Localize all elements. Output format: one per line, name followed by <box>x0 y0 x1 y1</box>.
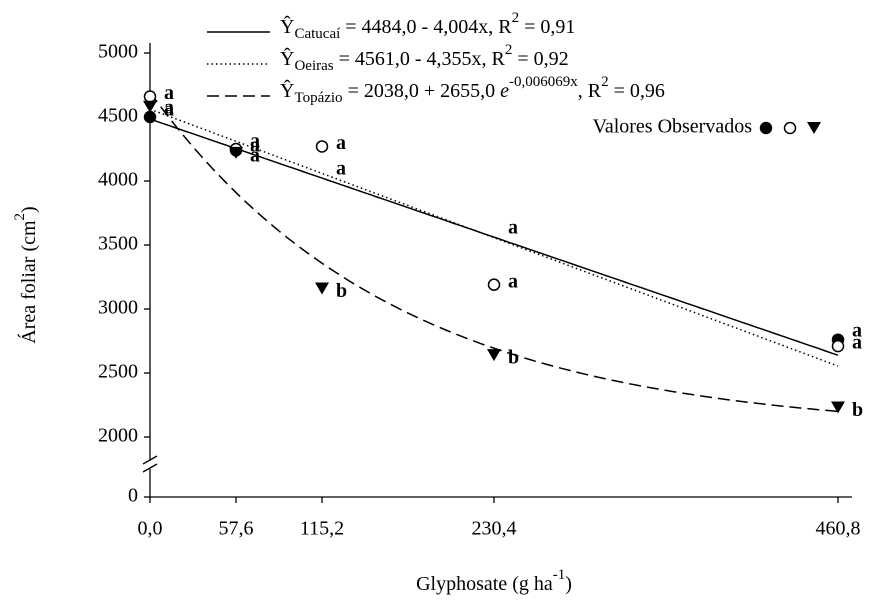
legend-equation-part: e <box>500 80 509 102</box>
x-axis-label-part: -1 <box>553 567 566 583</box>
legend-equation: ŶOeiras = 4561,0 - 4,355x, R2 = 0,92 <box>280 42 569 74</box>
y-tick-label: 0 <box>128 485 138 507</box>
legend-equation-part: Ŷ <box>280 79 294 102</box>
y-axis-label-part: Área foliar (cm <box>17 220 40 344</box>
marker-circle <box>831 339 845 353</box>
significance-letter: a <box>250 144 260 166</box>
legend-equation-part: = 2038,0 + 2655,0 <box>343 80 501 102</box>
legend-equation-part: Topázio <box>294 90 342 106</box>
marker-triangle <box>143 100 157 113</box>
y-axis-label-part: ) <box>18 206 40 213</box>
y-tick-label: 2500 <box>98 361 138 383</box>
significance-letter: b <box>852 399 863 421</box>
x-tick-label: 460,8 <box>816 518 861 540</box>
legend-equation-part: = 0,96 <box>609 80 665 102</box>
marker-triangle <box>487 349 501 362</box>
marker-circle <box>143 90 157 103</box>
significance-letter: a <box>852 332 862 354</box>
marker-triangle <box>807 122 821 134</box>
y-tick-label: 5000 <box>98 41 138 63</box>
legend-equation-part: = 0,91 <box>519 16 575 38</box>
significance-letter: a <box>164 98 174 120</box>
significance-letter: a <box>250 135 260 157</box>
legend-equation-part: Ŷ <box>280 15 294 38</box>
marker-circle <box>143 110 157 124</box>
significance-letter: a <box>336 132 346 154</box>
y-tick-label: 3000 <box>98 297 138 319</box>
axis-break <box>142 463 158 473</box>
marker-triangle <box>315 282 329 295</box>
y-axis-label: Área foliar (cm2) <box>12 206 39 343</box>
legend-equation-part: 2 <box>512 10 520 26</box>
marker-triangle <box>831 401 845 414</box>
legend-equation-part: = 4561,0 - 4,355x, R <box>334 48 506 70</box>
x-tick-label: 230,4 <box>472 518 517 540</box>
fit-line <box>149 108 839 367</box>
x-tick-label: 0,0 <box>138 518 163 540</box>
significance-letter: a <box>508 270 518 292</box>
y-tick-label: 4000 <box>98 169 138 191</box>
marker-circle <box>759 121 773 135</box>
y-tick-label: 2000 <box>98 425 138 447</box>
marker-circle <box>315 140 329 153</box>
legend-equation-part: Oeiras <box>294 58 333 74</box>
legend-observed: Valores Observados <box>593 116 753 138</box>
legend-equation: ŶTopázio = 2038,0 + 2655,0 e-0,006069x, … <box>280 74 665 106</box>
legend-equation: ŶCatucaí = 4484,0 - 4,004x, R2 = 0,91 <box>280 10 575 42</box>
legend-equation-part: = 0,92 <box>512 48 568 70</box>
significance-letter: a <box>336 158 346 180</box>
y-tick-label: 4500 <box>98 105 138 127</box>
x-tick-label: 115,2 <box>300 518 344 540</box>
legend-equation-part: Catucaí <box>294 26 340 42</box>
significance-letter: b <box>508 347 519 369</box>
axis-break <box>142 455 158 465</box>
legend-equation-part: 2 <box>601 74 609 90</box>
axis-break-gap <box>142 461 158 469</box>
significance-letter: a <box>508 217 518 239</box>
x-axis-label-part: ) <box>565 573 572 595</box>
marker-circle <box>783 121 797 135</box>
marker-triangle <box>229 146 243 159</box>
x-tick-label: 57,6 <box>219 518 254 540</box>
x-axis-label-part: Glyphosate (g ha <box>416 573 553 595</box>
significance-letter: a <box>852 319 862 341</box>
significance-letter: a <box>250 130 260 152</box>
fit-line <box>149 118 839 356</box>
y-axis-label-part: 2 <box>12 213 28 221</box>
y-tick-label: 3500 <box>98 233 138 255</box>
legend-equation-part: -0,006069x <box>509 74 578 90</box>
significance-letter: a <box>164 97 174 119</box>
fit-line <box>149 91 839 413</box>
x-axis-label: Glyphosate (g ha-1) <box>416 567 572 594</box>
legend-equation-part: 2 <box>505 42 513 58</box>
marker-circle <box>487 278 501 291</box>
legend-equation-part: , R <box>578 80 602 102</box>
legend-equation-part: Ŷ <box>280 47 294 70</box>
significance-letter: b <box>336 280 347 302</box>
legend-equation-part: = 4484,0 - 4,004x, R <box>340 16 512 38</box>
significance-letter: a <box>164 82 174 104</box>
